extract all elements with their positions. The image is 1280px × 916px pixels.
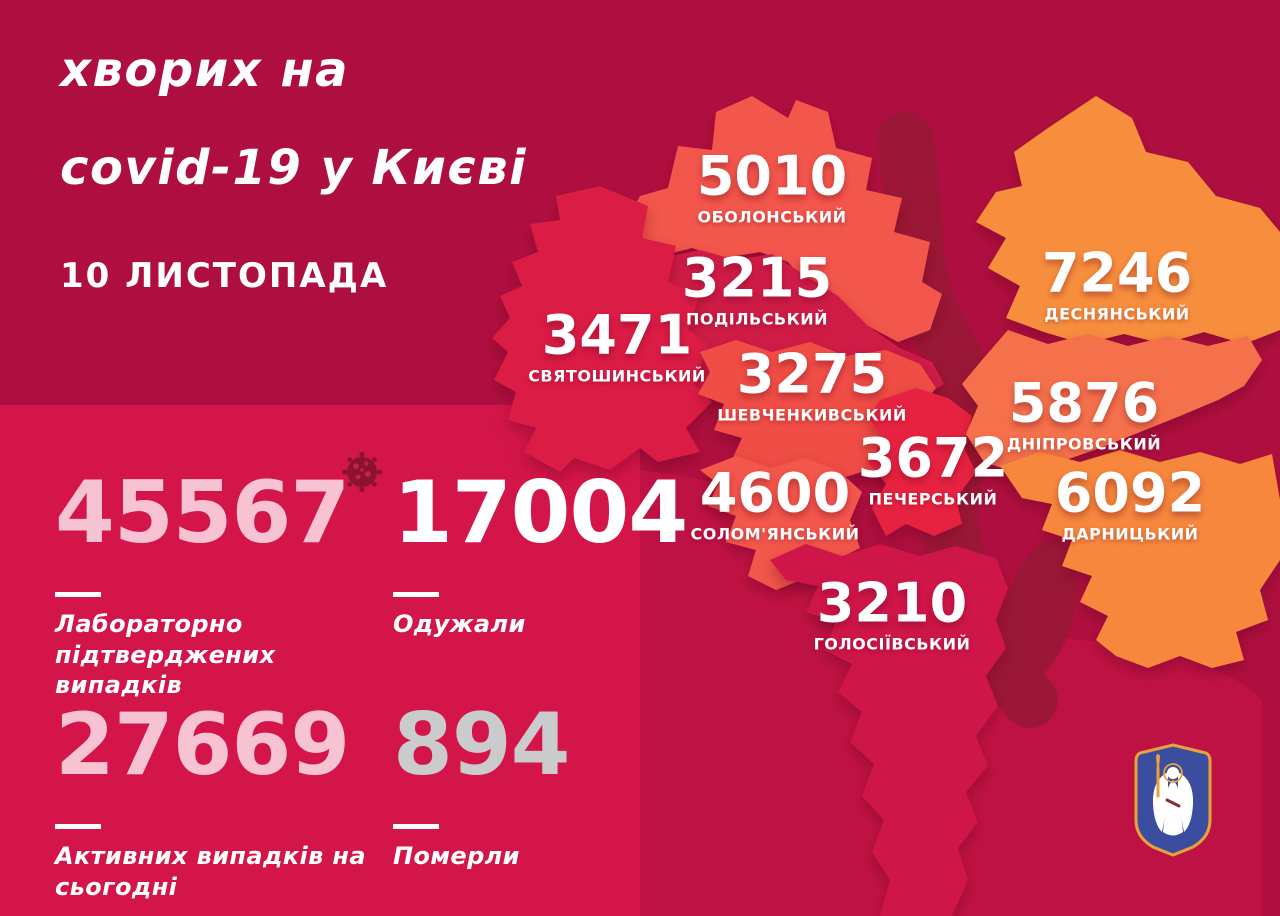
district-pecherskyi-shape	[868, 388, 976, 536]
stat-confirmed: 45567 Лабораторно підтверджених випадків	[55, 470, 355, 701]
stat-divider	[55, 592, 101, 597]
stat-deaths-label: Померли	[393, 842, 520, 870]
stat-divider	[55, 824, 101, 829]
stat-divider	[393, 824, 439, 829]
stat-confirmed-label: Лабораторно підтверджених випадків	[55, 610, 276, 700]
stat-recovered-value: 17004	[393, 463, 688, 563]
district-holosiivskyi-shape	[770, 544, 1008, 916]
stat-confirmed-value: 45567	[55, 463, 350, 563]
stat-active-label: Активних випадків на сьогодні	[55, 842, 367, 901]
stat-active: 27669 Активних випадків на сьогодні	[55, 702, 425, 902]
district-dniprovskyi-shape	[962, 330, 1262, 474]
report-date: 10 ЛИСТОПАДА	[60, 256, 389, 296]
page-title-line2: covid-19 у Києві	[60, 140, 528, 196]
district-desnianskyi-shape	[976, 96, 1280, 344]
stats-panel-background	[0, 405, 640, 916]
district-sviatoshynskyi-shape	[492, 186, 712, 472]
kyiv-coat-of-arms-icon	[1134, 743, 1212, 857]
stat-divider	[393, 592, 439, 597]
stat-active-value: 27669	[55, 695, 350, 795]
district-shevchenkivskyi-shape	[698, 340, 936, 480]
stat-recovered-label: Одужали	[393, 610, 526, 638]
page-title-line1: хворих на	[60, 42, 350, 98]
virus-icon	[341, 451, 383, 493]
stat-deaths-value: 894	[393, 695, 571, 795]
district-obolonskyi-shape	[618, 96, 942, 342]
stat-recovered: 17004 Одужали	[393, 470, 693, 640]
stat-deaths: 894 Померли	[393, 702, 693, 872]
river-island	[1002, 539, 1078, 681]
district-darnytskyi-shape	[1000, 450, 1280, 668]
